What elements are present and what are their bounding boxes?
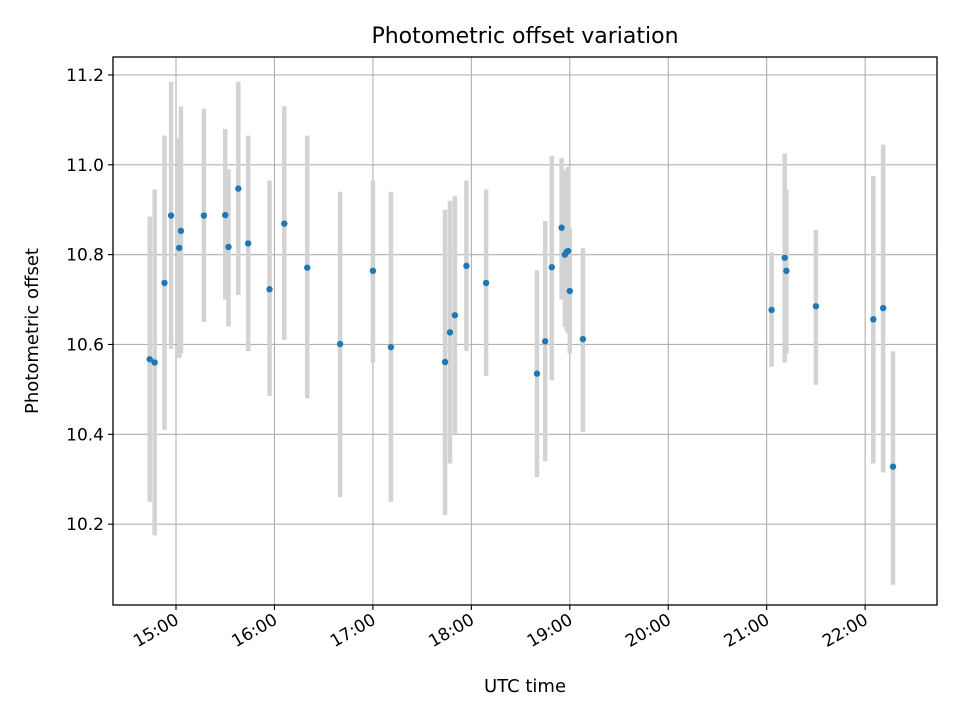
y-tick-label: 10.2 [66, 515, 104, 535]
data-point [235, 185, 242, 192]
y-tick-label: 10.8 [66, 246, 104, 266]
data-point [879, 304, 887, 312]
data-point [541, 338, 549, 345]
data-point [200, 212, 208, 219]
data-point [446, 329, 454, 336]
data-point [889, 463, 897, 470]
data-point [369, 267, 377, 275]
data-point [336, 340, 344, 348]
y-tick-label: 11.2 [66, 66, 104, 86]
data-point [451, 312, 459, 319]
data-point [870, 316, 877, 323]
data-point [768, 306, 775, 314]
data-point [146, 356, 153, 363]
data-point [441, 358, 449, 366]
data-point [151, 359, 158, 366]
data-point [482, 279, 490, 287]
data-markers [146, 185, 897, 470]
data-point [812, 303, 820, 310]
data-point [783, 267, 790, 275]
data-point [566, 287, 573, 295]
data-point [463, 262, 470, 270]
plot-frame [112, 56, 938, 606]
y-tick-label: 11.0 [66, 156, 104, 176]
y-axis-ticks: 10.2 10.4 10.6 10.8 11.0 11.2 [66, 66, 113, 535]
data-point [222, 211, 229, 219]
data-point [161, 279, 168, 287]
data-point [266, 286, 273, 293]
data-point [176, 244, 183, 252]
data-point [564, 247, 572, 255]
x-axis-label: UTC time [484, 676, 566, 697]
data-point [281, 220, 288, 227]
data-point [225, 243, 232, 251]
data-point [177, 227, 185, 235]
y-tick-label: 10.4 [66, 425, 104, 445]
y-tick-label: 10.6 [66, 335, 104, 355]
data-point [304, 264, 311, 271]
data-point [548, 264, 555, 271]
y-axis-label: Photometric offset [22, 248, 43, 414]
data-point [387, 343, 395, 351]
data-point [167, 212, 175, 219]
data-point [533, 370, 541, 377]
data-point [558, 224, 565, 231]
data-point [781, 254, 788, 261]
data-point [579, 335, 587, 343]
data-point [244, 240, 252, 247]
chart-title: Photometric offset variation [371, 24, 678, 49]
